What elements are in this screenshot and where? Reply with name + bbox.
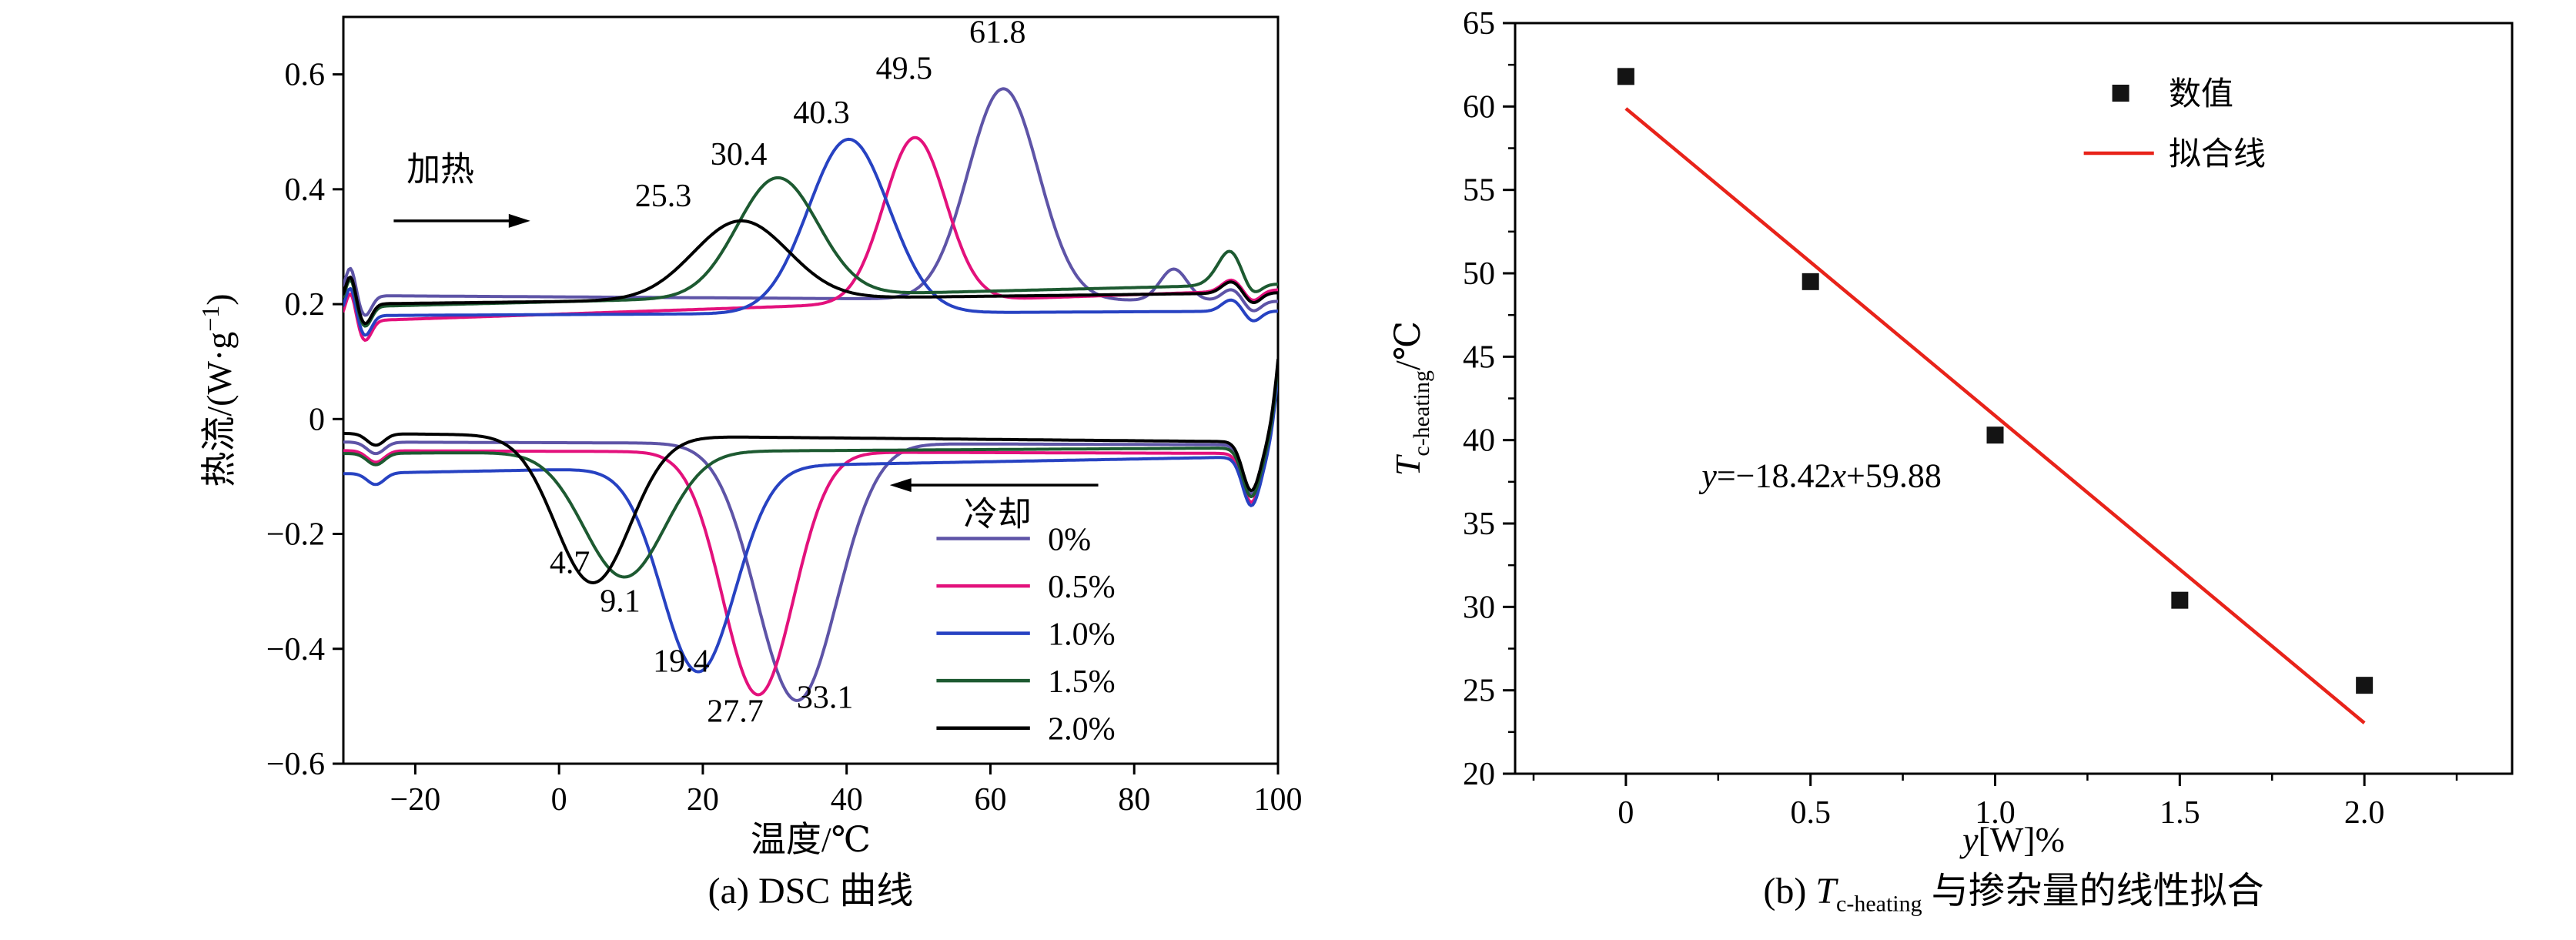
x-axis: 0 0.5 1.0 1.5 2.0 <box>1532 774 2458 831</box>
y-tick-label: 25 <box>1463 674 1495 709</box>
x-tick-label: 0 <box>551 782 567 818</box>
peak-label-49.5: 49.5 <box>876 52 933 87</box>
x-tick-label: 80 <box>1118 782 1150 818</box>
valley-label-19.4: 19.4 <box>653 644 710 680</box>
heating-curve-1.0% <box>343 137 1278 337</box>
legend-label-fit: 拟合线 <box>2169 137 2266 172</box>
x-tick-label: 60 <box>974 782 1006 818</box>
legend-label-values: 数值 <box>2169 77 2233 112</box>
data-point-0.5 <box>1802 273 1819 290</box>
cooling-curve-1.0% <box>343 373 1278 674</box>
fit-equation: y=−18.42x+59.88 <box>1698 457 1942 494</box>
cooling-label: 冷却 <box>964 495 1032 533</box>
caption-b-rest: 与掺杂量的线性拟合 <box>1922 871 2264 912</box>
legend-label-0%: 0% <box>1048 523 1091 558</box>
y-axis: −0.6 −0.4 −0.2 0 0.2 0.4 0.6 <box>266 58 343 782</box>
y-tick-label: −0.6 <box>266 747 325 782</box>
valley-label-9.1: 9.1 <box>600 584 641 619</box>
peak-label-61.8: 61.8 <box>969 15 1026 51</box>
legend: 0% 0.5% 1.0% 1.5% 2.0% <box>936 523 1116 748</box>
y-tick-label: 50 <box>1463 256 1495 292</box>
y-tick-label: 20 <box>1463 757 1495 792</box>
fit-line <box>1624 107 2366 724</box>
x-tick-label: 1.0 <box>1975 795 2016 831</box>
caption-b: (b) Tc-heating 与掺杂量的线性拟合 <box>1515 868 2512 918</box>
panel-b-linear-fit: 0 0.5 1.0 1.5 2.0 20 25 30 35 40 45 50 55 60 65 y[W]% Tc… <box>1370 0 2576 940</box>
legend-label-0.5%: 0.5% <box>1048 570 1116 605</box>
x-tick-label: 100 <box>1254 782 1303 818</box>
y-tick-label: 0 <box>309 402 325 437</box>
caption-b-symbol: T <box>1815 871 1837 912</box>
data-point-0 <box>1617 68 1634 85</box>
panel-a-dsc: −20 0 20 40 60 80 100 −0.6 −0.4 −0.2 0 0.2 0.4 0.6 温度/… <box>196 15 1303 915</box>
x-tick-label: −20 <box>390 782 441 818</box>
y-tick-label: 55 <box>1463 173 1495 209</box>
cooling-curve-0.5% <box>343 370 1278 697</box>
x-tick-label: 0.5 <box>1790 795 1831 831</box>
y-tick-label: 45 <box>1463 340 1495 375</box>
cooling-curve-1.5% <box>343 363 1278 579</box>
peak-label-40.3: 40.3 <box>793 95 850 131</box>
y-tick-label: 35 <box>1463 507 1495 542</box>
caption-a: (a) DSC 曲线 <box>343 868 1278 915</box>
y-tick-label: 60 <box>1463 89 1495 125</box>
heating-curve-0.5% <box>343 135 1278 342</box>
dsc-series <box>343 87 1278 702</box>
x-tick-label: 20 <box>687 782 719 818</box>
heating-curve-0% <box>343 87 1278 317</box>
y-tick-label: 0.6 <box>285 58 326 93</box>
heating-curve-2.0% <box>343 219 1278 326</box>
data-point-2 <box>2356 677 2374 694</box>
y-tick-label: −0.2 <box>266 517 325 553</box>
cooling-curve-2.0% <box>343 358 1278 584</box>
x-tick-label: 0 <box>1618 795 1634 831</box>
y-axis: 20 25 30 35 40 45 50 55 60 65 <box>1463 6 1515 792</box>
y-tick-label: 65 <box>1463 6 1495 42</box>
caption-b-prefix: (b) <box>1763 871 1816 912</box>
cooling-arrow-head <box>889 478 912 493</box>
linear-fit-chart: 0 0.5 1.0 1.5 2.0 20 25 30 35 40 45 50 55 60 65 y[W]% Tc… <box>1388 6 2514 859</box>
data-point-1.5 <box>2171 591 2189 609</box>
x-axis: −20 0 20 40 60 80 100 <box>390 764 1303 818</box>
valley-label-33.1: 33.1 <box>797 681 854 716</box>
y-tick-label: −0.4 <box>266 632 325 667</box>
plot-frame <box>1514 22 2514 775</box>
data-point-1 <box>1986 427 2004 444</box>
heating-arrow-head <box>508 213 530 228</box>
x-tick-label: 40 <box>831 782 863 818</box>
valley-label-27.7: 27.7 <box>707 694 764 730</box>
legend-marker <box>2112 85 2129 102</box>
y-tick-label: 40 <box>1463 423 1495 459</box>
y-tick-label: 0.4 <box>285 172 326 208</box>
heating-label: 加热 <box>406 151 474 189</box>
legend-label-1.0%: 1.0% <box>1048 617 1116 653</box>
x-axis-title: 温度/℃ <box>751 820 871 859</box>
y-axis-title: Tc-heating/℃ <box>1388 321 1434 476</box>
x-tick-label: 1.5 <box>2159 795 2200 831</box>
caption-a-text: (a) DSC 曲线 <box>708 871 914 912</box>
legend-label-2.0%: 2.0% <box>1048 712 1116 748</box>
valley-label-4.7: 4.7 <box>550 545 590 580</box>
x-axis-title: y[W]% <box>1959 820 2065 859</box>
plot-frame <box>342 15 1280 765</box>
legend-label-1.5%: 1.5% <box>1048 664 1116 700</box>
dsc-chart: −20 0 20 40 60 80 100 −0.6 −0.4 −0.2 0 0.2 0.4 0.6 温度/… <box>196 15 1303 859</box>
x-tick-label: 2.0 <box>2344 795 2385 831</box>
peak-label-25.3: 25.3 <box>635 179 692 214</box>
y-axis-title: 热流/(W·g−1) <box>196 293 239 487</box>
y-tick-label: 30 <box>1463 590 1495 625</box>
y-tick-label: 0.2 <box>285 287 326 323</box>
peak-label-30.4: 30.4 <box>711 137 768 172</box>
caption-b-subscript: c-heating <box>1836 891 1922 917</box>
